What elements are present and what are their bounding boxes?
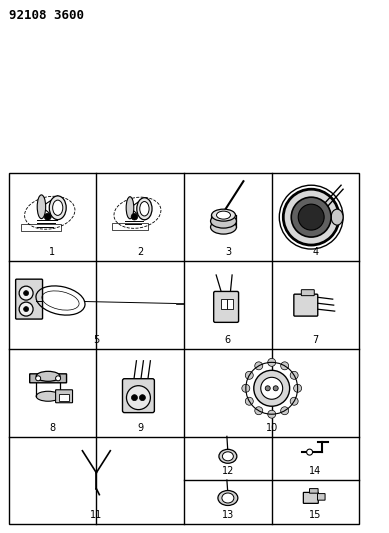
Ellipse shape xyxy=(261,377,283,399)
FancyBboxPatch shape xyxy=(317,494,325,500)
Text: 3: 3 xyxy=(225,247,231,257)
Text: 8: 8 xyxy=(49,423,56,433)
Circle shape xyxy=(44,213,51,220)
Text: 5: 5 xyxy=(93,335,100,345)
Ellipse shape xyxy=(126,386,151,410)
Text: 11: 11 xyxy=(90,510,102,520)
Ellipse shape xyxy=(298,204,324,230)
Ellipse shape xyxy=(291,197,331,237)
Circle shape xyxy=(19,302,33,316)
Circle shape xyxy=(307,449,313,455)
Bar xyxy=(9,173,359,524)
Ellipse shape xyxy=(218,490,238,505)
FancyBboxPatch shape xyxy=(214,292,238,322)
Ellipse shape xyxy=(212,209,235,221)
Circle shape xyxy=(294,384,301,392)
Ellipse shape xyxy=(36,372,60,381)
Ellipse shape xyxy=(223,452,233,461)
Text: 6: 6 xyxy=(225,335,231,345)
Text: 7: 7 xyxy=(312,335,319,345)
FancyBboxPatch shape xyxy=(303,492,318,503)
Ellipse shape xyxy=(53,200,63,215)
Circle shape xyxy=(56,376,61,381)
Circle shape xyxy=(131,213,138,220)
Circle shape xyxy=(24,290,29,296)
Ellipse shape xyxy=(210,220,237,234)
Text: 9: 9 xyxy=(137,423,143,433)
Text: 12: 12 xyxy=(222,466,234,477)
Circle shape xyxy=(281,362,289,370)
Ellipse shape xyxy=(331,209,343,225)
Circle shape xyxy=(255,407,263,415)
Ellipse shape xyxy=(36,391,60,401)
Bar xyxy=(59,394,69,401)
FancyBboxPatch shape xyxy=(294,294,318,316)
Circle shape xyxy=(273,386,278,391)
Circle shape xyxy=(19,286,33,300)
Ellipse shape xyxy=(283,189,339,245)
Ellipse shape xyxy=(219,449,237,463)
Ellipse shape xyxy=(37,195,46,219)
Circle shape xyxy=(245,397,253,405)
Bar xyxy=(112,223,149,230)
Bar xyxy=(227,299,233,309)
Ellipse shape xyxy=(222,493,234,503)
Ellipse shape xyxy=(140,201,149,216)
Ellipse shape xyxy=(217,211,230,219)
Circle shape xyxy=(245,372,253,379)
Circle shape xyxy=(281,407,289,415)
Ellipse shape xyxy=(126,197,134,219)
Circle shape xyxy=(290,372,298,379)
Ellipse shape xyxy=(49,196,66,220)
FancyBboxPatch shape xyxy=(16,279,42,319)
Circle shape xyxy=(139,394,145,401)
Ellipse shape xyxy=(210,214,237,228)
Text: 92108 3600: 92108 3600 xyxy=(9,9,84,22)
FancyBboxPatch shape xyxy=(30,374,67,383)
Circle shape xyxy=(36,376,41,381)
Text: 1: 1 xyxy=(49,247,56,257)
Circle shape xyxy=(242,384,250,392)
Text: 14: 14 xyxy=(309,466,322,477)
Text: 13: 13 xyxy=(222,510,234,520)
FancyBboxPatch shape xyxy=(310,489,318,493)
Text: 4: 4 xyxy=(312,247,319,257)
Text: 10: 10 xyxy=(266,423,278,433)
Circle shape xyxy=(255,362,263,370)
Circle shape xyxy=(268,358,276,366)
Text: 2: 2 xyxy=(137,247,143,257)
FancyBboxPatch shape xyxy=(56,390,72,403)
FancyBboxPatch shape xyxy=(301,289,314,296)
Circle shape xyxy=(265,386,270,391)
Circle shape xyxy=(290,397,298,405)
Circle shape xyxy=(24,306,29,312)
Ellipse shape xyxy=(137,198,152,220)
FancyBboxPatch shape xyxy=(123,379,154,413)
Circle shape xyxy=(268,410,276,418)
Bar xyxy=(221,299,227,309)
Bar xyxy=(21,224,61,231)
Ellipse shape xyxy=(254,370,290,406)
Text: 15: 15 xyxy=(309,510,322,520)
Circle shape xyxy=(131,394,137,401)
